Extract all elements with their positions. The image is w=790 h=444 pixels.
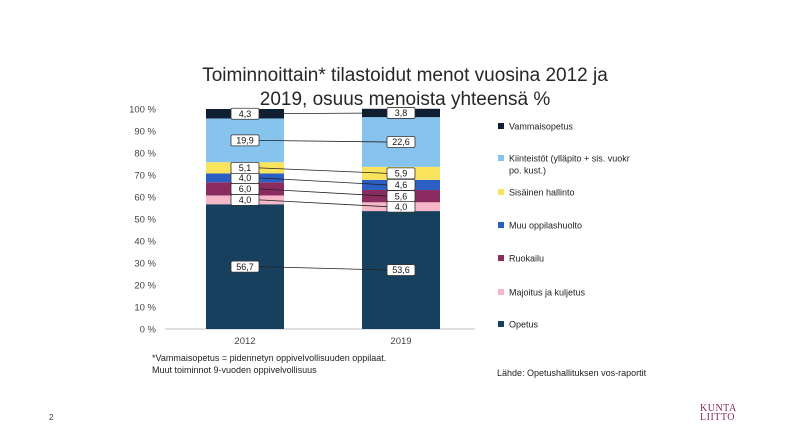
legend-label: Vammaisopetus	[509, 122, 573, 132]
y-tick-label: 30 %	[134, 259, 156, 270]
data-label: 4,0	[239, 195, 252, 205]
y-tick-label: 80 %	[134, 149, 156, 160]
data-label: 6,0	[239, 184, 252, 194]
y-tick-label: 60 %	[134, 193, 156, 204]
series-line	[258, 112, 388, 115]
legend-label: po. kust.)	[509, 166, 546, 176]
y-tick-label: 10 %	[134, 303, 156, 314]
series-line	[258, 177, 388, 186]
x-tick-label-2019: 2019	[390, 336, 411, 347]
series-line	[258, 266, 388, 271]
legend-label: Majoitus ja kuljetus	[509, 288, 586, 298]
series-line	[258, 188, 388, 197]
y-tick-label: 50 %	[134, 215, 156, 226]
legend-label: Opetus	[509, 320, 539, 330]
y-tick-label: 90 %	[134, 127, 156, 138]
data-label: 3,8	[395, 108, 408, 118]
data-label: 5,6	[395, 191, 408, 201]
footnote-line1: *Vammaisopetus = pidennetyn oppivelvolli…	[152, 353, 387, 363]
kuntaliitto-logo: KUNTA LIITTO	[700, 403, 760, 423]
data-label: 4,0	[395, 202, 408, 212]
data-label: 19,9	[236, 136, 254, 146]
legend-swatch	[498, 222, 504, 228]
legend-label: Kiinteistöt (ylläpito + sis. vuokr	[509, 154, 630, 164]
data-label-box	[386, 178, 416, 191]
logo-line2: LIITTO	[700, 412, 736, 423]
source-note: Lähde: Opetushallituksen vos-raportit	[497, 368, 647, 378]
data-label: 22,6	[392, 137, 410, 147]
data-label: 4,6	[395, 180, 408, 190]
chart-title-line2: 2019, osuus menoista yhteensä %	[259, 89, 551, 110]
series-line	[258, 139, 388, 143]
data-label-box	[230, 134, 260, 147]
legend-swatch	[498, 123, 504, 129]
y-tick-label: 0 %	[140, 325, 157, 336]
series-line	[258, 199, 388, 208]
data-label-box	[386, 264, 416, 276]
data-label: 5,1	[239, 163, 252, 173]
data-label-box	[386, 167, 416, 180]
chart-title-line1: Toiminnoittain* tilastoidut menot vuosin…	[202, 65, 608, 86]
logo-line1: KUNTA	[700, 403, 737, 414]
data-label: 53,6	[392, 265, 410, 275]
legend-label: Ruokailu	[509, 254, 544, 264]
legend-label: Muu oppilashuolto	[509, 221, 582, 231]
y-tick-label: 20 %	[134, 281, 156, 292]
data-label-box	[386, 107, 416, 119]
data-label: 56,7	[236, 262, 254, 272]
legend-label: Sisäinen hallinto	[509, 188, 575, 198]
data-label-box	[386, 136, 416, 148]
y-tick-label: 70 %	[134, 171, 156, 182]
series-line	[258, 167, 388, 174]
data-label-box	[230, 260, 260, 273]
legend-swatch	[498, 289, 504, 295]
data-label: 5,9	[395, 169, 408, 179]
data-label: 4,0	[239, 173, 252, 183]
legend-swatch	[498, 321, 504, 327]
footnote-line2: Muut toiminnot 9-vuoden oppivelvollisuus	[152, 365, 317, 375]
chart-title: Toiminnoittain* tilastoidut menot vuosin…	[140, 64, 670, 112]
y-tick-label: 100 %	[129, 105, 156, 116]
x-tick-label-2012: 2012	[234, 336, 255, 347]
legend-swatch	[498, 155, 504, 161]
data-label: 4,3	[239, 109, 252, 119]
page-number: 2	[49, 413, 54, 422]
y-tick-label: 40 %	[134, 237, 156, 248]
data-label-box	[230, 107, 260, 120]
legend-swatch	[498, 255, 504, 261]
data-label-box	[230, 161, 260, 174]
legend-swatch	[498, 189, 504, 195]
footnote: *Vammaisopetus = pidennetyn oppivelvolli…	[152, 352, 386, 376]
